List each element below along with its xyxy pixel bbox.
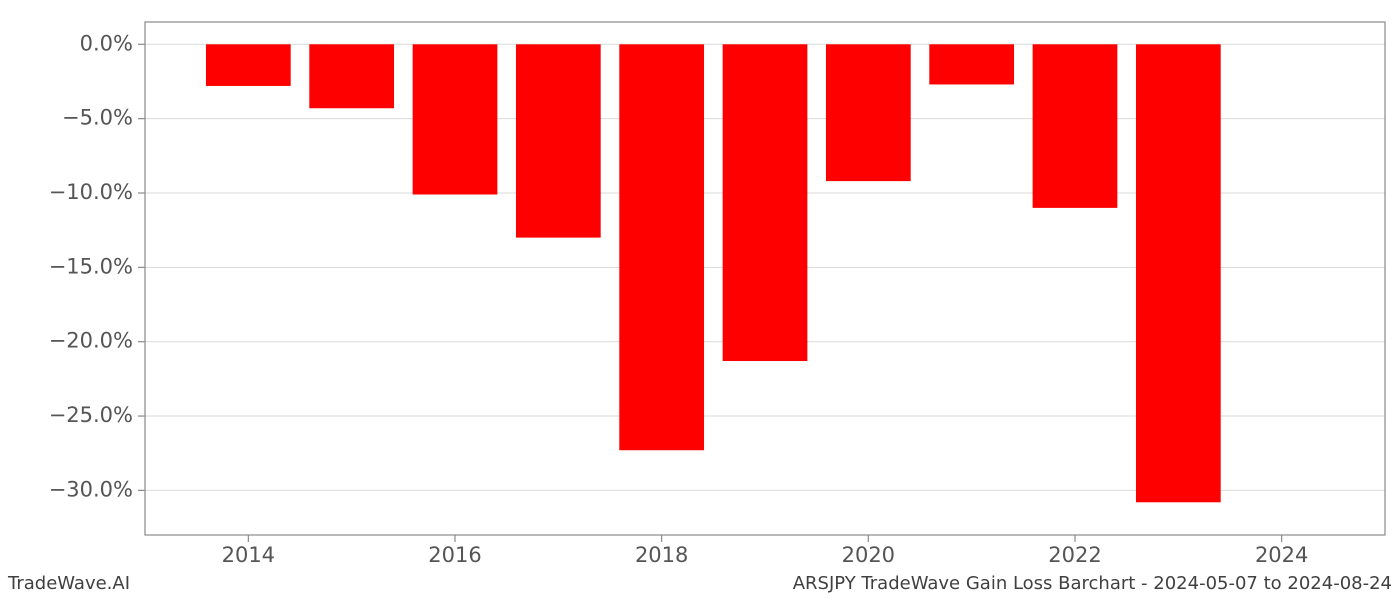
xtick-label: 2022: [1048, 543, 1101, 567]
bar: [1136, 44, 1221, 502]
footer-caption: ARSJPY TradeWave Gain Loss Barchart - 20…: [793, 573, 1392, 594]
ytick-label: −10.0%: [49, 180, 133, 204]
bar: [929, 44, 1014, 84]
bar: [1033, 44, 1118, 208]
xtick-label: 2018: [635, 543, 688, 567]
xtick-label: 2020: [842, 543, 895, 567]
ytick-label: 0.0%: [80, 31, 133, 55]
bar: [516, 44, 601, 237]
bar: [206, 44, 291, 86]
ytick-label: −20.0%: [49, 329, 133, 353]
bar: [723, 44, 808, 361]
ytick-label: −30.0%: [49, 477, 133, 501]
footer-brand: TradeWave.AI: [8, 573, 130, 594]
ytick-label: −25.0%: [49, 403, 133, 427]
xtick-label: 2024: [1255, 543, 1308, 567]
barchart-svg: 0.0% −5.0% −10.0% −15.0% −20.0% −25.0% −30.0% 2…: [0, 0, 1400, 600]
bar: [826, 44, 911, 181]
bar: [413, 44, 498, 194]
bar: [309, 44, 394, 108]
xtick-label: 2014: [222, 543, 275, 567]
xtick-label: 2016: [428, 543, 481, 567]
ytick-label: −5.0%: [62, 106, 133, 130]
chart-container: 0.0% −5.0% −10.0% −15.0% −20.0% −25.0% −30.0% 2…: [0, 0, 1400, 600]
ytick-label: −15.0%: [49, 254, 133, 278]
bar: [619, 44, 704, 450]
